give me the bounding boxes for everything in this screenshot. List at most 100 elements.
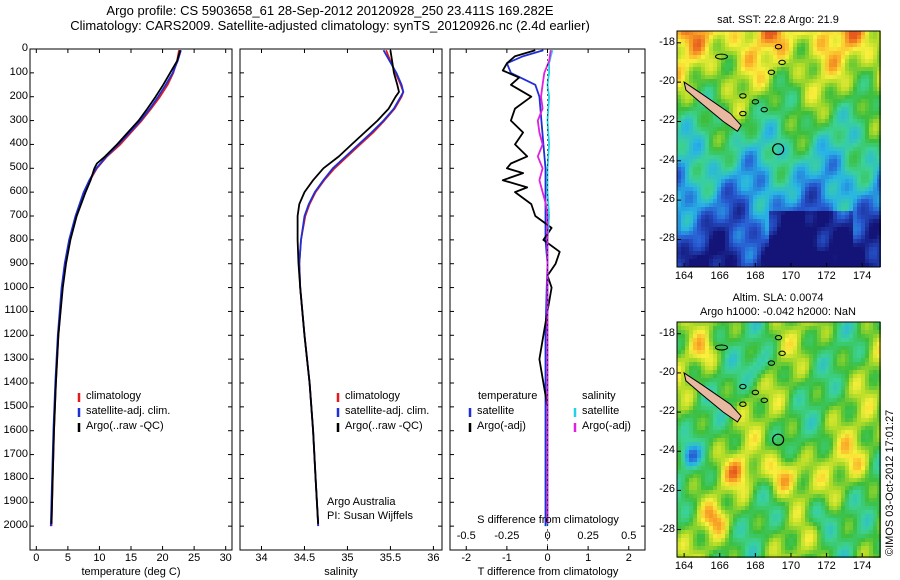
sst-map-cell (745, 223, 749, 227)
sst-map-cell (865, 239, 869, 243)
sst-map-cell (837, 147, 841, 151)
sst-map-cell (857, 211, 861, 215)
sst-map-cell (701, 195, 705, 199)
sst-map-cell (757, 47, 761, 51)
sst-map-cell (721, 155, 725, 159)
sst-map-cell (857, 231, 861, 235)
sla-map-cell (701, 382, 705, 386)
sla-map-cell (869, 326, 873, 330)
sla-map-cell (833, 430, 837, 434)
sst-map-cell (833, 183, 837, 187)
sst-map-cell (753, 139, 757, 143)
sst-map-cell (721, 31, 725, 35)
sla-map-cell (749, 450, 753, 454)
sst-map-cell (861, 167, 865, 171)
sst-map-cell (677, 151, 681, 155)
sla-map-cell (689, 406, 693, 410)
sst-map-cell (849, 195, 853, 199)
sst-map-cell (709, 183, 713, 187)
sla-map-cell (693, 334, 697, 338)
sla-map-cell (837, 390, 841, 394)
sst-map-cell (737, 239, 741, 243)
sst-map-cell (817, 87, 821, 91)
sla-map-cell (817, 426, 821, 430)
sla-map-cell (709, 402, 713, 406)
sst-map-cell (833, 55, 837, 59)
sla-map-cell (829, 422, 833, 426)
sst-map-cell (789, 199, 793, 203)
tdiff-t-satellite-line (505, 49, 549, 527)
sla-map-cell (681, 390, 685, 394)
sst-map-cell (869, 155, 873, 159)
sst-map-cell (825, 207, 829, 211)
sla-map-cell (705, 350, 709, 354)
sst-map-cell (733, 63, 737, 67)
sst-map-cell (869, 103, 873, 107)
sst-map-cell (845, 139, 849, 143)
sla-map-cell (853, 450, 857, 454)
sst-map-cell (853, 159, 857, 163)
sst-map-cell (805, 127, 809, 131)
sst-map-cell (797, 123, 801, 127)
sst-map-frame (676, 30, 881, 268)
sla-map-cell (769, 422, 773, 426)
sst-map-cell (705, 79, 709, 83)
sst-map-cell (685, 251, 689, 255)
sst-map-cell (749, 55, 753, 59)
sst-map-cell (765, 115, 769, 119)
sst-map-cell (721, 211, 725, 215)
sst-map-cell (833, 163, 837, 167)
sla-map-cell (757, 418, 761, 422)
sla-map-cell (817, 358, 821, 362)
sst-map-cell (845, 235, 849, 239)
sst-map-cell (873, 231, 877, 235)
sst-map-cell (797, 179, 801, 183)
sst-map-cell (769, 207, 773, 211)
sla-map-cell (793, 386, 797, 390)
sla-map-cell (713, 326, 717, 330)
sla-map-cell (853, 446, 857, 450)
sst-map-cell (805, 183, 809, 187)
sst-map-cell (829, 79, 833, 83)
sla-map-cell (869, 322, 873, 326)
sla-map-cell (729, 426, 733, 430)
sst-map-cell (769, 219, 773, 223)
sst-map-cell (813, 47, 817, 51)
sst-map-cell (749, 103, 753, 107)
sst-map-cell (829, 87, 833, 91)
sst-map-cell (873, 83, 877, 87)
sst-map-cell (681, 243, 685, 247)
sst-map-cell (721, 199, 725, 203)
sla-map-cell (773, 386, 777, 390)
sst-map-cell (713, 183, 717, 187)
sst-map-cell (825, 123, 829, 127)
sla-map-cell (733, 458, 737, 462)
sla-map-cell (765, 326, 769, 330)
sst-map-cell (697, 179, 701, 183)
sst-map-cell (821, 143, 825, 147)
sst-map-cell (805, 115, 809, 119)
sst-map-cell (713, 235, 717, 239)
sla-map-cell (709, 374, 713, 378)
sla-map-cell (765, 402, 769, 406)
sst-map-cell (849, 155, 853, 159)
sst-map-cell (869, 235, 873, 239)
sla-map-cell (849, 442, 853, 446)
sst-map-cell (849, 79, 853, 83)
sst-map-cell (789, 135, 793, 139)
sla-map-cell (833, 442, 837, 446)
sst-map-cell (865, 191, 869, 195)
sst-map-cell (765, 87, 769, 91)
sla-map-cell (845, 390, 849, 394)
sla-map-cell (841, 394, 845, 398)
sst-map-cell (681, 207, 685, 211)
sla-map-cell (837, 446, 841, 450)
sst-map-cell (757, 39, 761, 43)
sst-map-cell (721, 67, 725, 71)
sst-map-cell (721, 47, 725, 51)
sst-map-cell (869, 255, 873, 259)
sla-map-cell (737, 338, 741, 342)
sla-map-cell (809, 406, 813, 410)
sst-map-cell (729, 239, 733, 243)
sla-map-cell (685, 418, 689, 422)
